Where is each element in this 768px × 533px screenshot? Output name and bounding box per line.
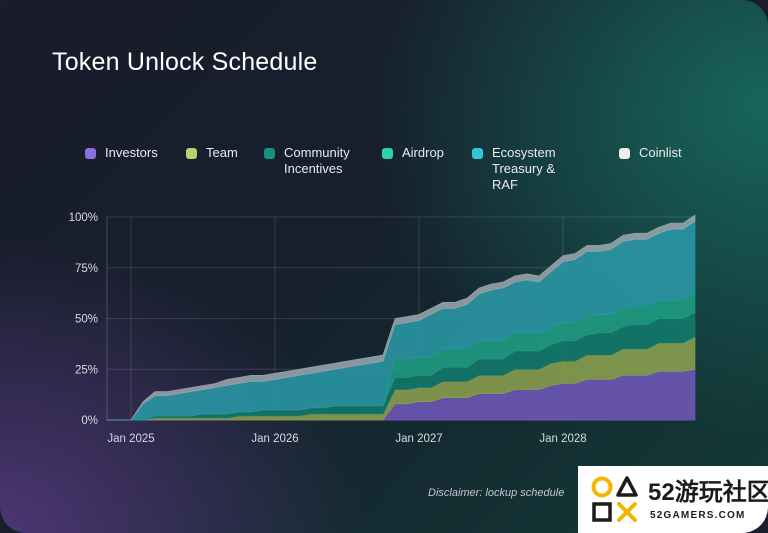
watermark: 52游玩社区 52GAMERS.COM [578,466,768,533]
legend-label: Investors [105,145,158,160]
legend-item-ecosystem-treasury: Ecosystem Treasury & RAF [472,145,556,193]
legend-swatch [472,148,483,159]
legend-item-team: Team [186,145,238,161]
watermark-title: 52游玩社区 [648,479,768,506]
legend-item-airdrop: Airdrop [382,145,444,161]
watermark-url: 52GAMERS.COM [650,510,746,521]
x-tick-label: Jan 2026 [251,433,298,445]
watermark-logo-icon [591,476,638,522]
legend-swatch [619,148,630,159]
legend-swatch [186,148,197,159]
y-tick-label: 25% [75,364,98,376]
legend-swatch [264,148,275,159]
y-tick-label: 0% [81,415,98,427]
legend-item-investors: Investors [85,145,158,161]
area-coinlist [107,214,696,421]
x-tick-label: Jan 2027 [395,433,442,445]
legend-label: Team [206,145,238,160]
y-tick-label: 100% [69,212,98,224]
y-axis-ticks: 100% 75% 50% 25% 0% [69,212,98,427]
x-tick-label: Jan 2028 [539,433,586,445]
legend-swatch [382,148,393,159]
legend-swatch [85,148,96,159]
area-series [107,214,696,421]
legend-label: Coinlist [639,145,682,160]
x-axis-ticks: Jan 2025 Jan 2026 Jan 2027 Jan 2028 [107,433,586,445]
legend-label: Community Incentives [284,145,350,176]
legend-item-community-incentives: Community Incentives [264,145,350,177]
legend-item-coinlist: Coinlist [619,145,682,161]
y-tick-label: 50% [75,314,98,326]
chart-title: Token Unlock Schedule [52,48,318,76]
legend-label: Airdrop [402,145,444,160]
x-tick-label: Jan 2025 [107,433,154,445]
y-tick-label: 75% [75,263,98,275]
legend-label: Ecosystem Treasury & RAF [492,145,556,192]
disclaimer-text: Disclaimer: lockup schedule [428,487,565,499]
